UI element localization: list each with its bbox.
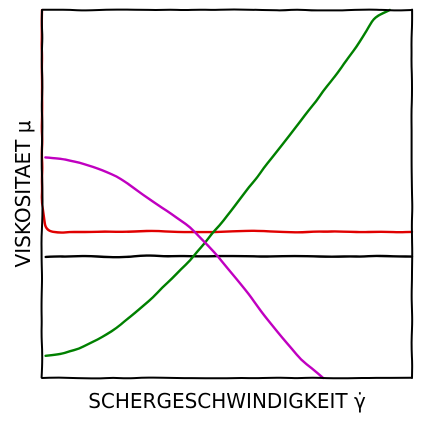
y-axis-label: VISKOSITAET μ [11, 120, 35, 267]
series-line-4 [44, 156, 325, 380]
plot-frame [40, 8, 414, 380]
series-layer [40, 8, 414, 380]
frame-top [41, 8, 413, 12]
series-line-2 [44, 254, 414, 259]
x-axis-label: SCHERGESCHWINDIGKEIT γ̇ [88, 389, 366, 413]
frame-bottom [41, 376, 413, 380]
series-line-1 [40, 8, 414, 234]
frame-right [410, 8, 414, 379]
series-line-3 [44, 8, 391, 357]
frame-left [40, 9, 44, 379]
